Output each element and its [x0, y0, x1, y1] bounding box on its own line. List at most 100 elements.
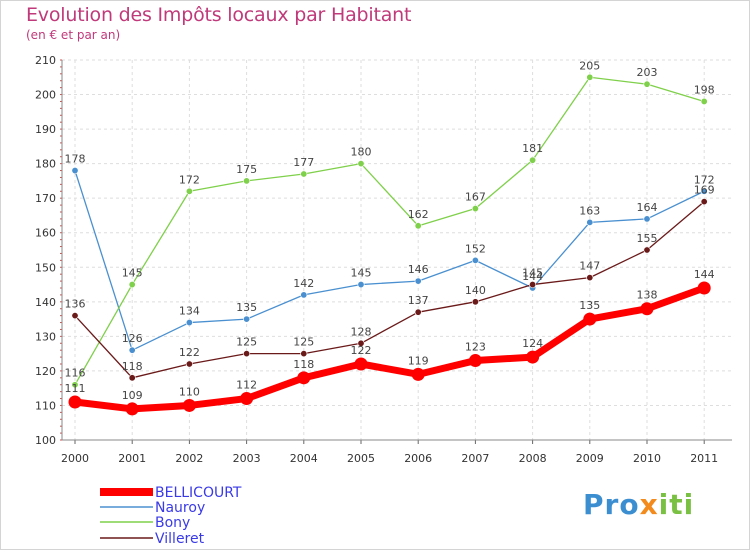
data-label: 146 — [408, 263, 429, 276]
data-label: 147 — [579, 260, 600, 273]
data-point — [643, 80, 651, 88]
y-tick-label: 190 — [35, 123, 56, 136]
data-label: 122 — [179, 346, 200, 359]
x-tick-label: 2011 — [690, 452, 718, 465]
data-label: 118 — [122, 360, 143, 373]
data-point — [471, 205, 479, 213]
data-point — [471, 256, 479, 264]
data-point — [357, 160, 365, 168]
data-point — [414, 308, 422, 316]
data-label: 144 — [694, 268, 715, 281]
chart-subtitle: (en € et par an) — [26, 28, 121, 42]
data-label: 178 — [65, 153, 86, 166]
x-tick-label: 2004 — [290, 452, 318, 465]
data-label: 137 — [408, 294, 429, 307]
data-label: 122 — [351, 344, 372, 357]
data-point — [71, 312, 79, 320]
data-point — [414, 277, 422, 285]
data-point — [586, 274, 594, 282]
data-point — [640, 302, 654, 316]
series-line-nauroy — [74, 170, 705, 351]
y-tick-labels: 100 110 120 130 140 150 160 170 180 190 200 210 — [35, 54, 56, 447]
data-label: 109 — [122, 389, 143, 402]
x-tick-labels: 2000 2001 2002 2003 2004 2005 2006 2007 2008 2009… — [61, 452, 718, 465]
legend-label: Villeret — [155, 531, 205, 547]
x-tick-label: 2001 — [118, 452, 146, 465]
series-line-bony — [74, 76, 705, 386]
data-point — [243, 350, 251, 358]
data-point — [414, 222, 422, 230]
data-label: 110 — [179, 385, 200, 398]
y-tick-label: 110 — [35, 399, 56, 412]
data-point — [643, 215, 651, 223]
data-label: 198 — [694, 83, 715, 96]
data-label: 138 — [637, 289, 658, 302]
data-point — [700, 187, 708, 195]
data-point — [700, 198, 708, 206]
data-point — [125, 402, 139, 416]
data-point — [583, 312, 597, 326]
y-tick-label: 100 — [35, 434, 56, 447]
data-label: 203 — [637, 66, 658, 79]
data-label: 144 — [522, 270, 543, 283]
y-tick-label: 200 — [35, 89, 56, 102]
plot-area — [62, 60, 732, 440]
y-tick-label: 130 — [35, 330, 56, 343]
data-label: 180 — [351, 146, 372, 159]
data-label: 118 — [293, 358, 314, 371]
x-tick-label: 2009 — [576, 452, 604, 465]
data-point — [357, 339, 365, 347]
y-tick-label: 170 — [35, 192, 56, 205]
legend-label: BELLICOURT — [155, 485, 242, 501]
y-tick-label: 150 — [35, 261, 56, 274]
data-labels: 178 126 134 135 142 145 146 152 144 163 164 172 116 1… — [65, 59, 715, 402]
data-label: 116 — [65, 367, 86, 380]
data-label: 181 — [522, 142, 543, 155]
y-tick-label: 120 — [35, 365, 56, 378]
data-point — [300, 350, 308, 358]
data-label: 155 — [637, 232, 658, 245]
data-point — [182, 398, 196, 412]
data-point — [526, 350, 540, 364]
data-point — [185, 319, 193, 327]
data-point — [128, 374, 136, 382]
chart-title: Evolution des Impôts locaux par Habitant — [26, 4, 412, 26]
data-label: 136 — [65, 298, 86, 311]
data-point — [411, 367, 425, 381]
data-point — [697, 281, 711, 295]
data-point — [68, 395, 82, 409]
x-tick-label: 2002 — [175, 452, 203, 465]
data-label: 125 — [236, 336, 257, 349]
data-point — [357, 281, 365, 289]
x-tick-label: 2008 — [519, 452, 547, 465]
data-label: 126 — [122, 332, 143, 345]
x-tick-label: 2003 — [233, 452, 261, 465]
series-line-villeret — [74, 201, 705, 379]
data-label: 128 — [351, 325, 372, 338]
data-point — [529, 281, 537, 289]
data-label: 125 — [293, 336, 314, 349]
y-tick-label: 180 — [35, 158, 56, 171]
data-point — [185, 360, 193, 368]
x-tick-label: 2010 — [633, 452, 661, 465]
data-point — [71, 381, 79, 389]
x-tick-label: 2000 — [61, 452, 89, 465]
data-label: 119 — [408, 354, 429, 367]
data-point — [240, 392, 254, 406]
axes — [60, 59, 732, 444]
data-point — [128, 281, 136, 289]
data-point — [71, 167, 79, 175]
data-label: 169 — [694, 184, 715, 197]
data-label: 172 — [694, 173, 715, 186]
data-label: 134 — [179, 305, 200, 318]
series-line-bellicourt — [74, 284, 706, 413]
data-point — [586, 73, 594, 81]
proxiti-logo: Proxiti — [583, 488, 695, 521]
data-label: 164 — [637, 201, 658, 214]
data-label: 145 — [351, 267, 372, 280]
data-label: 145 — [122, 267, 143, 280]
data-point — [700, 97, 708, 105]
data-point — [354, 357, 368, 371]
data-label: 163 — [579, 204, 600, 217]
y-tick-label: 140 — [35, 296, 56, 309]
